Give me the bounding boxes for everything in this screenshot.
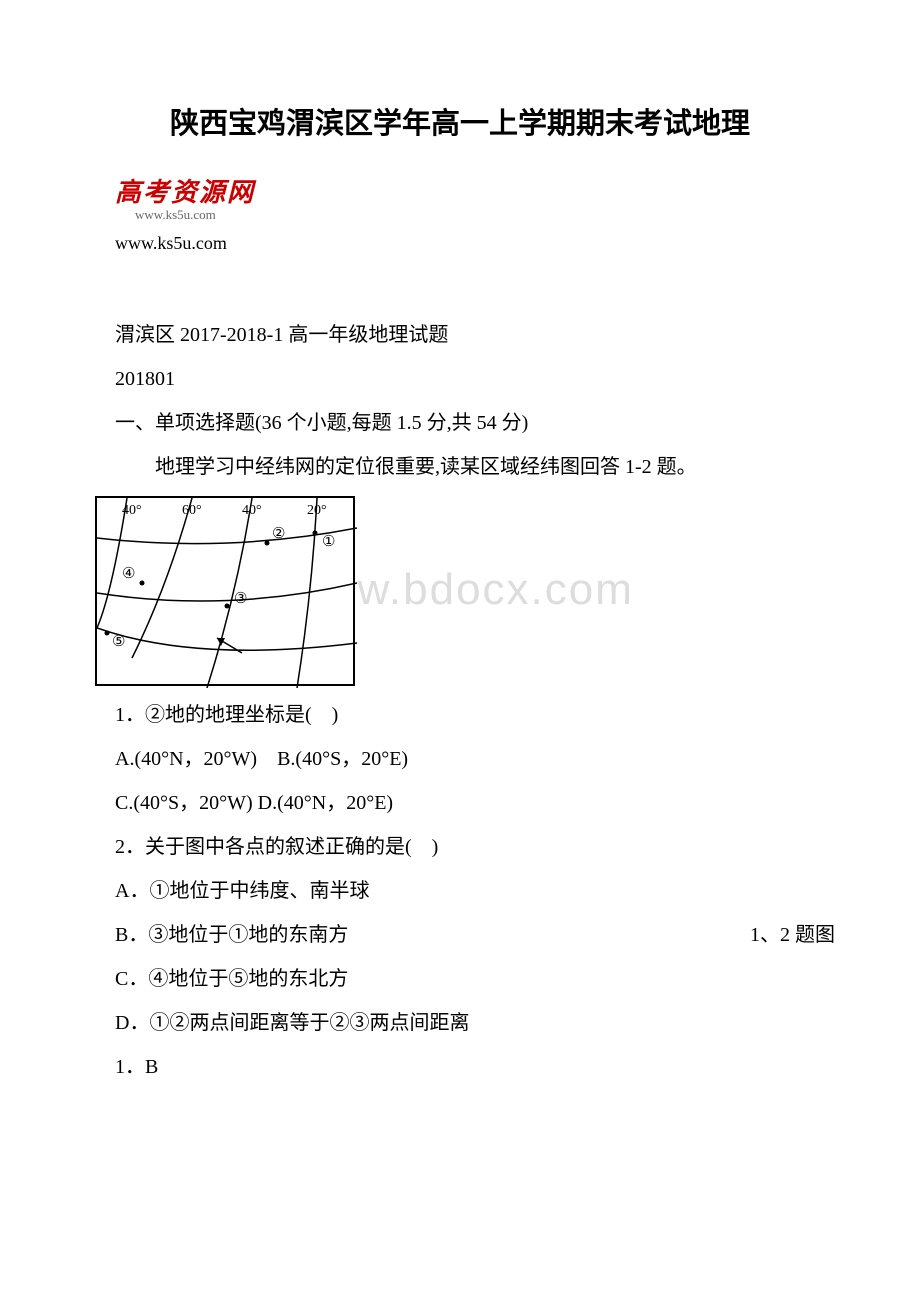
point-5: ⑤ (112, 634, 125, 650)
diagram-label-40b: 40° (242, 503, 262, 518)
diagram-svg: 40° 60° 40° 20° 80° ① (97, 498, 357, 688)
q1-options-line1: A.(40°N，20°W) B.(40°S，20°E) (115, 738, 820, 780)
logo-main-text: 高考资源网 (115, 172, 820, 209)
diagram-label-60: 60° (182, 503, 202, 518)
q2-option-b-line: B．③地位于①地的东南方 1、2 题图 (115, 914, 820, 956)
point-2: ② (272, 526, 285, 542)
diagram-caption: 1、2 题图 (750, 914, 835, 956)
point-1: ① (322, 534, 335, 550)
q1-options-line2: C.(40°S，20°W) D.(40°N，20°E) (115, 782, 820, 824)
q2-option-d: D．①②两点间距离等于②③两点间距离 (115, 1002, 820, 1044)
url-line: www.ks5u.com (115, 233, 820, 254)
point-4: ④ (122, 566, 135, 582)
logo-sub-url: www.ks5u.com (135, 207, 820, 223)
q2-option-c: C．④地位于⑤地的东北方 (115, 958, 820, 1000)
intro-text: 地理学习中经纬网的定位很重要,读某区域经纬图回答 1-2 题。 (115, 446, 820, 488)
q2-option-b: B．③地位于①地的东南方 (115, 924, 348, 946)
logo-block: 高考资源网 www.ks5u.com (115, 172, 820, 223)
document-title: 陕西宝鸡渭滨区学年高一上学期期末考试地理 (100, 100, 820, 142)
section-header: 一、单项选择题(36 个小题,每题 1.5 分,共 54 分) (115, 402, 820, 444)
header-line2: 201801 (115, 358, 820, 400)
point-3: ③ (234, 591, 247, 607)
latlong-diagram: 40° 60° 40° 20° 80° ① (95, 496, 355, 686)
q2-stem: 2．关于图中各点的叙述正确的是( ) (115, 826, 820, 868)
answer-1: 1．B (115, 1046, 820, 1088)
header-line1: 渭滨区 2017-2018-1 高一年级地理试题 (115, 314, 820, 356)
q2-option-a: A．①地位于中纬度、南半球 (115, 870, 820, 912)
q1-stem: 1．②地的地理坐标是( ) (115, 694, 820, 736)
content-body: 渭滨区 2017-2018-1 高一年级地理试题 201801 一、单项选择题(… (100, 314, 820, 1088)
diagram-container: 40° 60° 40° 20° 80° ① (115, 496, 820, 686)
